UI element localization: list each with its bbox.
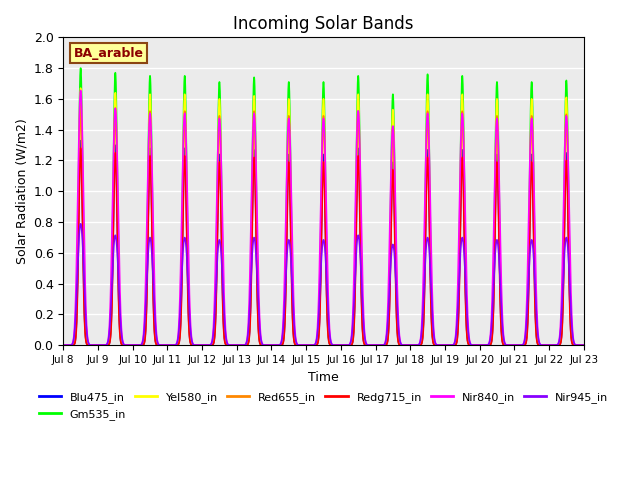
Nir840_in	[465, 329, 472, 335]
Red655_in	[465, 341, 472, 347]
Redg715_in	[77, 145, 84, 151]
Line: Yel580_in: Yel580_in	[63, 88, 584, 345]
Nir945_in	[77, 221, 84, 227]
Nir945_in	[392, 270, 399, 276]
Nir840_in	[485, 341, 493, 347]
Yel580_in	[392, 243, 399, 249]
Blu475_in	[60, 342, 67, 348]
Redg715_in	[451, 342, 458, 348]
Nir840_in	[392, 202, 399, 208]
Gm535_in	[77, 65, 84, 71]
Blu475_in	[485, 342, 493, 348]
Nir945_in	[580, 342, 588, 348]
Line: Nir840_in: Nir840_in	[63, 90, 584, 345]
X-axis label: Time: Time	[308, 371, 339, 384]
Red655_in	[392, 250, 399, 256]
Nir840_in	[86, 342, 94, 348]
Nir840_in	[60, 342, 67, 348]
Blu475_in	[465, 341, 472, 347]
Redg715_in	[86, 342, 94, 348]
Nir945_in	[477, 342, 485, 348]
Blu475_in	[477, 342, 485, 348]
Yel580_in	[77, 85, 84, 91]
Text: BA_arable: BA_arable	[74, 47, 144, 60]
Nir945_in	[86, 342, 94, 348]
Yel580_in	[451, 342, 458, 348]
Nir945_in	[465, 333, 472, 338]
Red655_in	[485, 342, 493, 348]
Blu475_in	[86, 342, 94, 348]
Red655_in	[60, 342, 67, 348]
Gm535_in	[60, 342, 67, 348]
Blu475_in	[580, 342, 588, 348]
Blu475_in	[392, 272, 399, 278]
Gm535_in	[485, 342, 493, 348]
Nir945_in	[451, 340, 458, 346]
Redg715_in	[60, 342, 67, 348]
Nir840_in	[77, 87, 84, 93]
Red655_in	[477, 342, 485, 348]
Y-axis label: Solar Radiation (W/m2): Solar Radiation (W/m2)	[15, 119, 28, 264]
Line: Red655_in: Red655_in	[63, 104, 584, 345]
Blu475_in	[77, 138, 84, 144]
Red655_in	[77, 101, 84, 107]
Line: Blu475_in: Blu475_in	[63, 141, 584, 345]
Redg715_in	[465, 342, 472, 348]
Title: Incoming Solar Bands: Incoming Solar Bands	[233, 15, 413, 33]
Yel580_in	[580, 342, 588, 348]
Gm535_in	[392, 230, 399, 236]
Yel580_in	[477, 342, 485, 348]
Yel580_in	[86, 342, 94, 348]
Redg715_in	[580, 342, 588, 348]
Nir945_in	[60, 342, 67, 348]
Yel580_in	[485, 342, 493, 348]
Red655_in	[451, 342, 458, 348]
Red655_in	[86, 342, 94, 348]
Line: Gm535_in: Gm535_in	[63, 68, 584, 345]
Gm535_in	[477, 342, 485, 348]
Redg715_in	[392, 275, 399, 281]
Redg715_in	[477, 342, 485, 348]
Redg715_in	[485, 342, 493, 348]
Nir840_in	[477, 342, 485, 348]
Nir840_in	[451, 340, 458, 346]
Line: Redg715_in: Redg715_in	[63, 148, 584, 345]
Gm535_in	[465, 339, 472, 345]
Yel580_in	[60, 342, 67, 348]
Gm535_in	[86, 342, 94, 348]
Legend: Blu475_in, Gm535_in, Yel580_in, Red655_in, Redg715_in, Nir840_in, Nir945_in: Blu475_in, Gm535_in, Yel580_in, Red655_i…	[34, 388, 612, 424]
Gm535_in	[580, 342, 588, 348]
Blu475_in	[451, 342, 458, 348]
Yel580_in	[465, 340, 472, 346]
Line: Nir945_in: Nir945_in	[63, 224, 584, 345]
Nir840_in	[580, 342, 588, 348]
Nir945_in	[485, 341, 493, 347]
Red655_in	[580, 342, 588, 348]
Gm535_in	[451, 342, 458, 348]
